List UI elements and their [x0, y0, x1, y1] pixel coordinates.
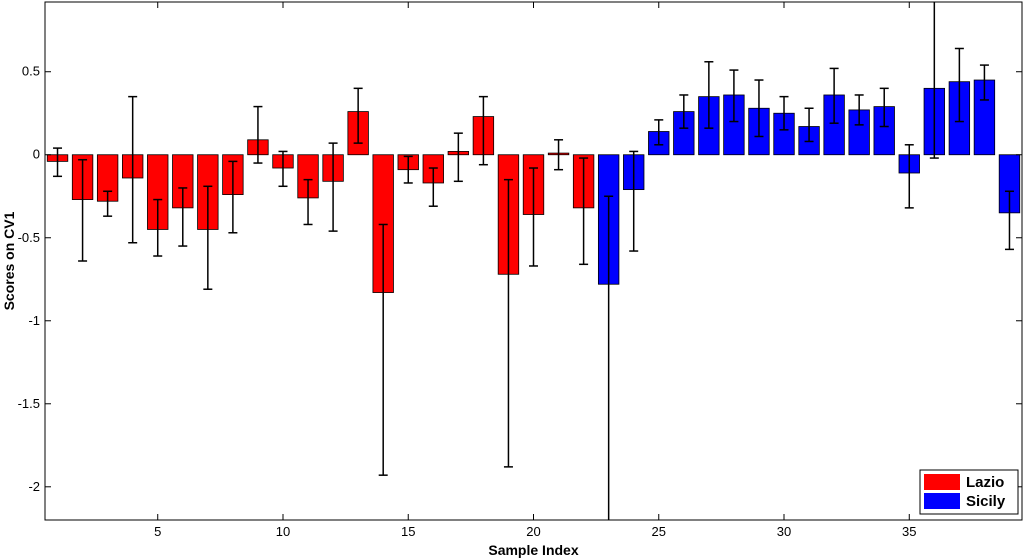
- x-axis-ticks: 5 10 15 20 25 30 35: [154, 2, 917, 539]
- error-bars-layer: [53, 2, 1014, 520]
- y-axis-label: Scores on CV1: [1, 211, 17, 310]
- y-tick-label-0: 0: [33, 147, 40, 162]
- x-tick-label-5: 5: [154, 524, 161, 539]
- x-tick-label-30: 30: [777, 524, 791, 539]
- y-tick-label--2: -2: [28, 479, 40, 494]
- x-tick-label-20: 20: [526, 524, 540, 539]
- y-tick-label--1: -1: [28, 313, 40, 328]
- x-tick-label-35: 35: [902, 524, 916, 539]
- y-axis-ticks: -2 -1.5 -1 -0.5 0 0.5: [18, 64, 1022, 494]
- y-tick-label--1.5: -1.5: [18, 396, 40, 411]
- legend-swatch-lazio: [924, 474, 960, 490]
- legend: Lazio Sicily: [919, 469, 1019, 515]
- y-tick-label-0.5: 0.5: [22, 64, 40, 79]
- legend-label-sicily: Sicily: [966, 493, 1006, 510]
- y-tick-label--0.5: -0.5: [18, 230, 40, 245]
- x-tick-label-10: 10: [276, 524, 290, 539]
- legend-label-lazio: Lazio: [966, 474, 1004, 491]
- x-tick-label-25: 25: [652, 524, 666, 539]
- legend-swatch-sicily: [924, 493, 960, 509]
- x-axis-label: Sample Index: [488, 542, 578, 558]
- x-tick-label-15: 15: [401, 524, 415, 539]
